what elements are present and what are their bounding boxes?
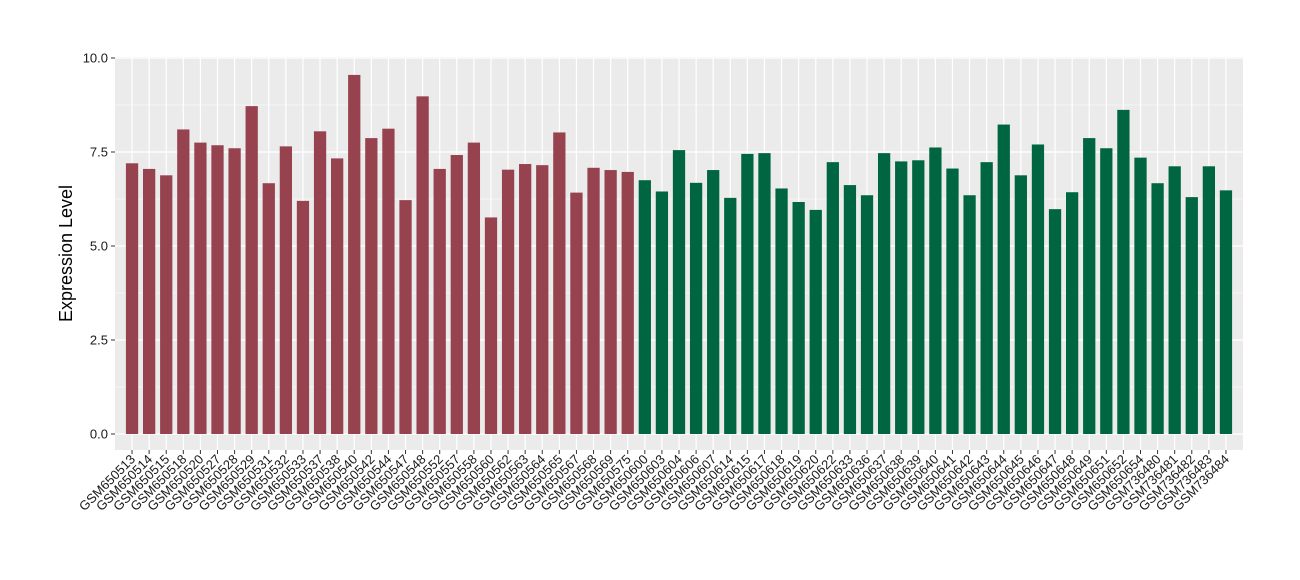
bar-GSM650569	[604, 170, 617, 434]
bar-GSM650638	[895, 161, 908, 434]
bar-GSM650547	[399, 200, 412, 434]
bar-GSM650637	[877, 153, 891, 435]
bar-GSM650538	[331, 158, 344, 434]
bar-GSM650639	[912, 160, 925, 434]
bar-GSM650652	[1117, 109, 1130, 434]
bar-GSM650617	[758, 153, 771, 435]
bar-GSM650615	[741, 153, 754, 434]
bar-GSM650642	[963, 195, 976, 434]
bar-GSM650640	[929, 147, 942, 434]
bar-GSM650527	[211, 145, 224, 434]
bar-GSM650636	[860, 195, 874, 434]
bar-GSM736480	[1151, 183, 1164, 434]
y-axis: 0.0 2.5 5.0 7.5 10.0	[83, 51, 115, 442]
bar-GSM650575	[621, 171, 634, 435]
x-axis: GSM650513GSM650514GSM650515GSM650518GSM6…	[76, 450, 1232, 514]
bar-GSM650557	[450, 155, 463, 434]
bar-GSM650619	[792, 202, 805, 434]
bar-GSM650622	[826, 162, 839, 435]
bar-GSM650651	[1100, 148, 1113, 435]
bar-GSM650540	[348, 74, 361, 435]
bar-GSM736481	[1168, 166, 1181, 434]
bar-GSM650648	[1065, 192, 1079, 434]
bar-GSM650641	[946, 168, 959, 434]
bar-GSM650565	[553, 132, 566, 434]
bar-GSM650548	[416, 96, 429, 435]
bar-GSM650645	[1014, 175, 1027, 434]
bar-GSM650552	[433, 168, 446, 435]
bar-GSM650532	[279, 146, 293, 435]
y-axis-title: Expression Level	[56, 185, 76, 322]
bar-GSM650568	[587, 167, 600, 435]
bar-GSM650518	[177, 129, 190, 434]
y-tick-label: 5.0	[90, 239, 108, 254]
bar-GSM650514	[142, 168, 156, 435]
bar-GSM650633	[843, 185, 857, 434]
y-tick-label: 2.5	[90, 333, 108, 348]
bar-GSM650600	[638, 180, 651, 434]
bar-GSM650515	[160, 175, 173, 434]
bar-GSM650603	[655, 191, 669, 434]
bar-GSM650643	[980, 162, 993, 435]
y-tick-label: 7.5	[90, 145, 108, 160]
y-tick-label: 0.0	[90, 427, 108, 442]
bar-GSM650562	[501, 169, 515, 434]
bar-GSM650607	[707, 170, 720, 434]
bar-GSM650644	[997, 124, 1010, 434]
bar-GSM650558	[467, 142, 481, 434]
bar-GSM650533	[296, 200, 310, 434]
bar-GSM650531	[262, 183, 275, 434]
bar-GSM650654	[1134, 157, 1147, 434]
bar-GSM650604	[672, 150, 686, 434]
bar-GSM650520	[194, 142, 207, 434]
bar-GSM650567	[570, 192, 583, 434]
bar-GSM650542	[365, 138, 378, 434]
bar-GSM650513	[125, 163, 139, 434]
bar-GSM650564	[536, 165, 549, 434]
bar-GSM650606	[689, 182, 703, 434]
bar-GSM650544	[382, 128, 395, 435]
bar-GSM650646	[1031, 144, 1045, 435]
bar-GSM650560	[484, 217, 498, 434]
bar-GSM736484	[1219, 190, 1233, 434]
bar-GSM650618	[775, 188, 788, 434]
bar-GSM736482	[1185, 197, 1198, 434]
bar-GSM650647	[1048, 209, 1062, 434]
bar-GSM650537	[313, 131, 327, 434]
bar-GSM650528	[228, 148, 241, 435]
bar-GSM650529	[245, 106, 258, 435]
bar-GSM650614	[724, 197, 737, 434]
bar-GSM650620	[809, 209, 822, 434]
bar-GSM650649	[1083, 138, 1096, 434]
y-tick-label: 10.0	[83, 51, 108, 66]
bar-GSM650563	[519, 164, 532, 435]
bars	[125, 74, 1233, 435]
bar-GSM736483	[1202, 166, 1216, 434]
